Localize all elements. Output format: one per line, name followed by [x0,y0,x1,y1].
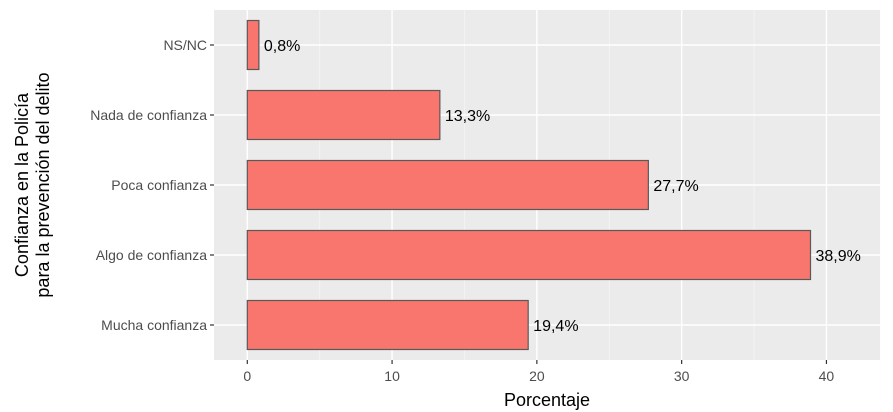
bar [246,299,529,351]
data-label: 13,3% [445,108,490,125]
y-tick-label: NS/NC [163,37,207,53]
x-axis: 0 10 20 30 40 [243,360,834,384]
bar [246,159,649,211]
bars [246,19,812,351]
data-label: 27,7% [653,178,698,195]
data-label: 38,9% [816,248,861,265]
x-tick-label: 40 [819,368,835,384]
x-axis-title: Porcentaje [504,390,590,410]
y-axis-title-line-1: Confianza en la Policía [12,92,32,277]
x-tick-label: 30 [674,368,690,384]
y-tick-label: Nada de confianza [90,107,207,123]
bar [246,89,441,141]
value-labels: 19,4% 38,9% 27,7% 13,3% 0,8% [264,38,861,335]
x-tick-label: 0 [243,368,251,384]
x-tick-label: 10 [384,368,400,384]
data-label: 19,4% [533,318,578,335]
y-axis: Mucha confianza Algo de confianza Poca con… [90,37,214,333]
y-axis-title-line-2: para la prevención del delito [33,72,53,297]
bar [246,19,260,71]
y-tick-label: Algo de confianza [96,247,208,263]
x-tick-label: 20 [529,368,545,384]
bar [246,229,812,281]
data-label: 0,8% [264,38,300,55]
y-tick-label: Mucha confianza [101,317,207,333]
y-tick-label: Poca confianza [111,177,207,193]
